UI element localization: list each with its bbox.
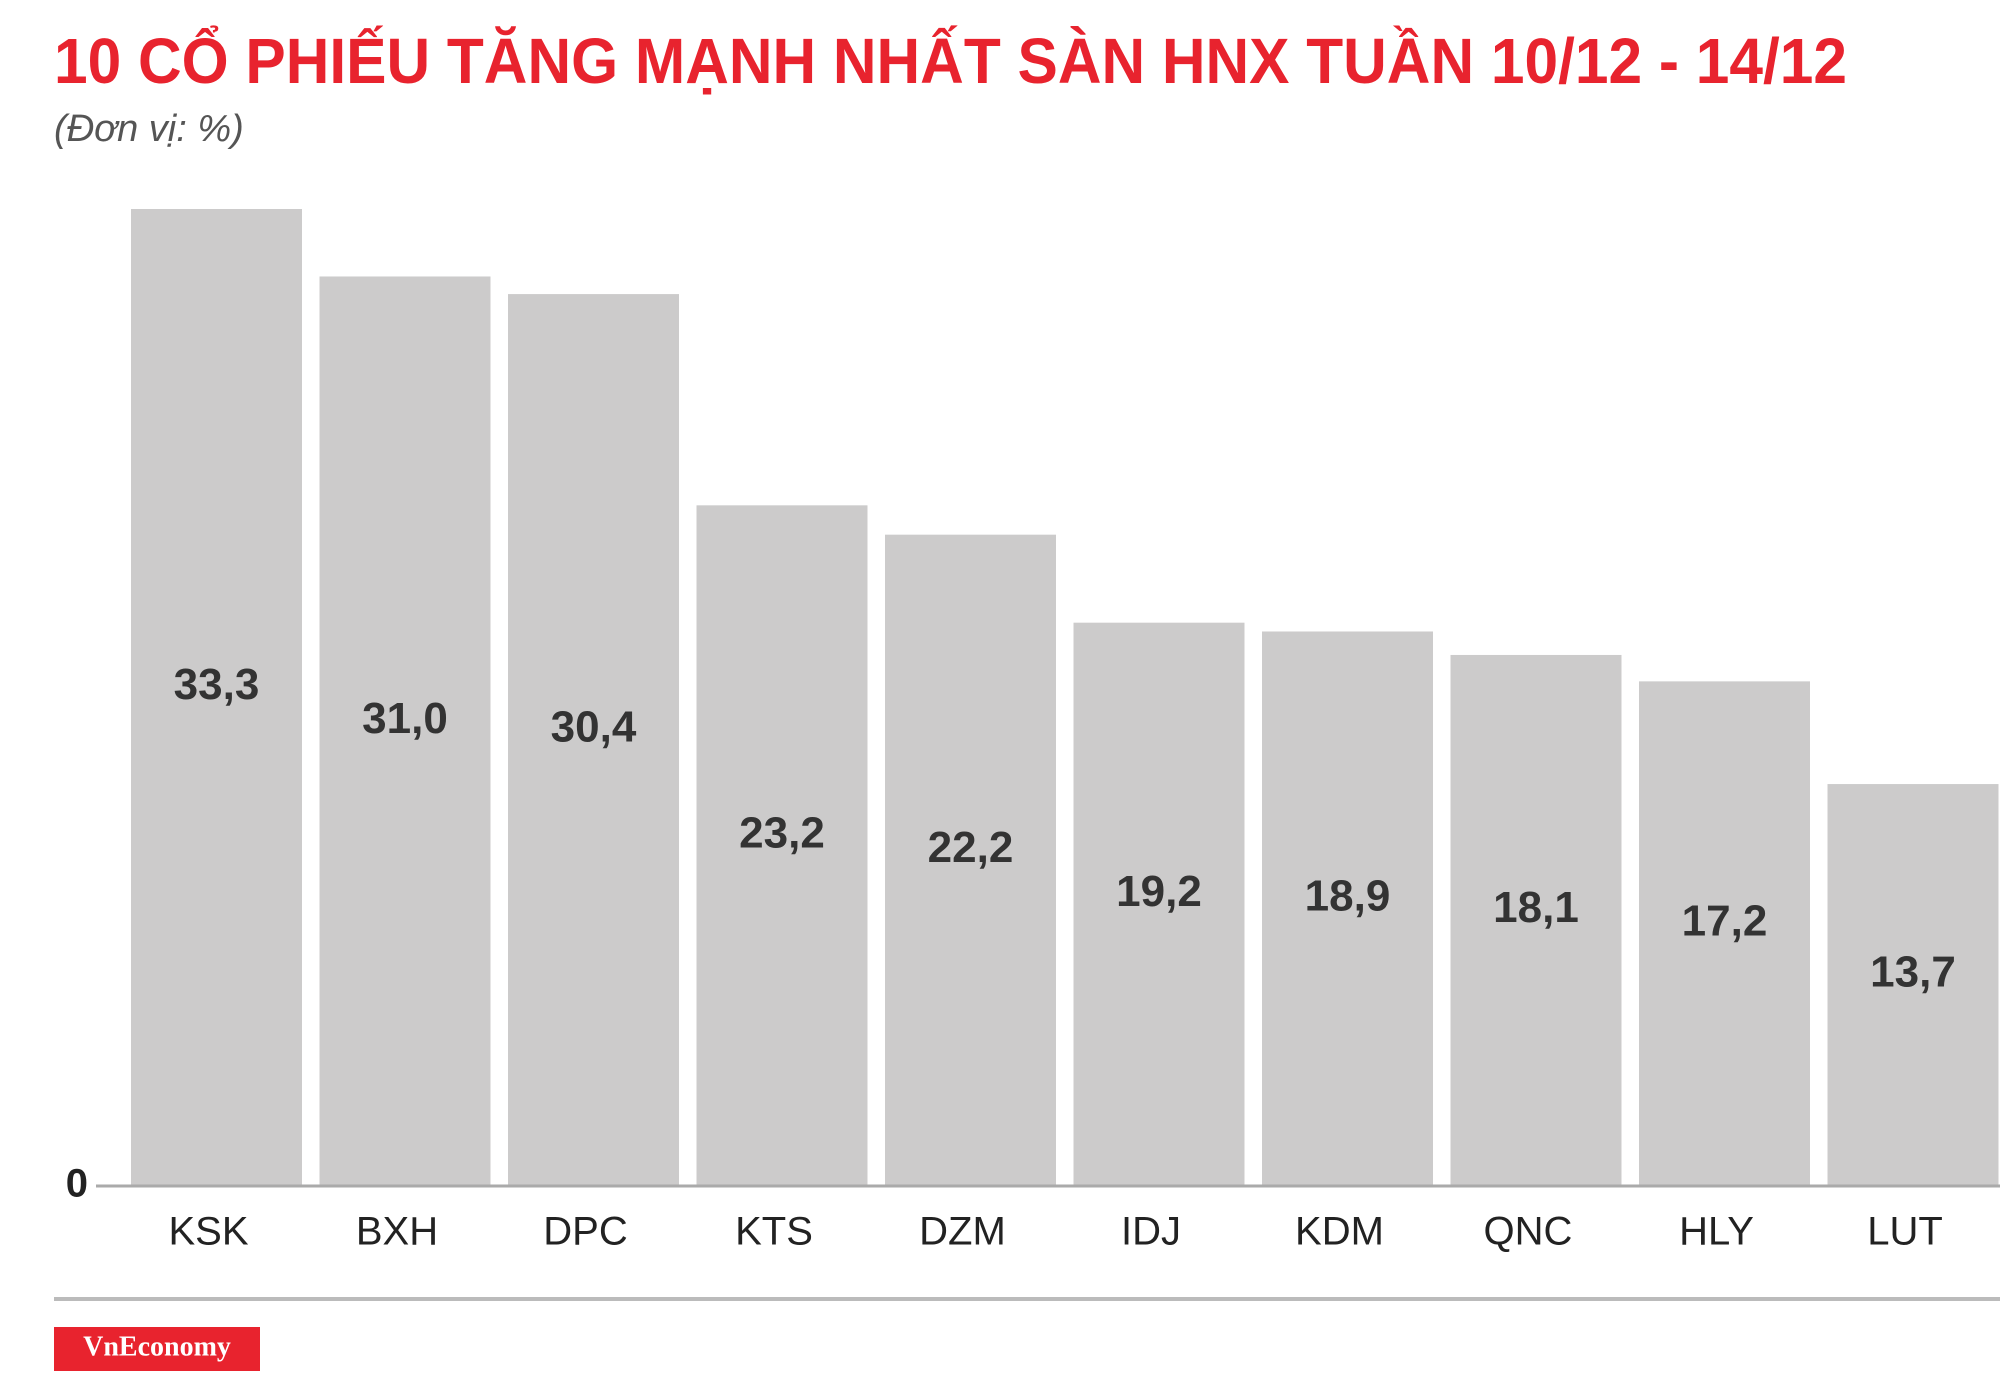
x-tick-label: DPC bbox=[543, 1210, 627, 1254]
bar bbox=[1262, 631, 1433, 1186]
chart-title: 10 CỔ PHIẾU TĂNG MẠNH NHẤT SÀN HNX TUẦN … bbox=[54, 24, 1847, 97]
bar bbox=[131, 209, 302, 1186]
value-label: 18,9 bbox=[1305, 871, 1391, 920]
bar bbox=[319, 276, 491, 1186]
value-label: 33,3 bbox=[174, 660, 260, 709]
x-tick-label: BXH bbox=[356, 1210, 438, 1254]
value-label: 13,7 bbox=[1870, 948, 1956, 997]
x-tick-label: KTS bbox=[735, 1210, 813, 1254]
x-tick-label: LUT bbox=[1867, 1210, 1943, 1254]
x-tick-label: QNC bbox=[1484, 1210, 1573, 1254]
bar bbox=[508, 294, 679, 1186]
value-label: 30,4 bbox=[551, 703, 637, 752]
value-label: 23,2 bbox=[739, 808, 825, 857]
bar bbox=[1639, 681, 1810, 1186]
x-tick-label: KSK bbox=[168, 1210, 248, 1254]
bar bbox=[696, 505, 868, 1186]
value-label: 17,2 bbox=[1682, 896, 1768, 945]
x-tick-label: HLY bbox=[1679, 1210, 1754, 1254]
value-label: 19,2 bbox=[1116, 867, 1202, 916]
value-label: 22,2 bbox=[928, 823, 1014, 872]
x-tick-label: KDM bbox=[1295, 1210, 1384, 1254]
chart-subtitle: (Đơn vị: %) bbox=[54, 108, 244, 150]
logo: VnEconomy bbox=[83, 1331, 231, 1362]
value-label: 31,0 bbox=[362, 694, 448, 743]
x-tick-label: IDJ bbox=[1121, 1210, 1181, 1254]
bar bbox=[885, 534, 1056, 1186]
value-label: 18,1 bbox=[1493, 883, 1579, 932]
x-tick-label: DZM bbox=[919, 1210, 1006, 1254]
y-tick-label: 0 bbox=[66, 1162, 88, 1206]
bar bbox=[1073, 622, 1245, 1186]
bar bbox=[1450, 654, 1622, 1186]
logo-box bbox=[54, 1327, 260, 1371]
bar bbox=[1827, 784, 1999, 1186]
